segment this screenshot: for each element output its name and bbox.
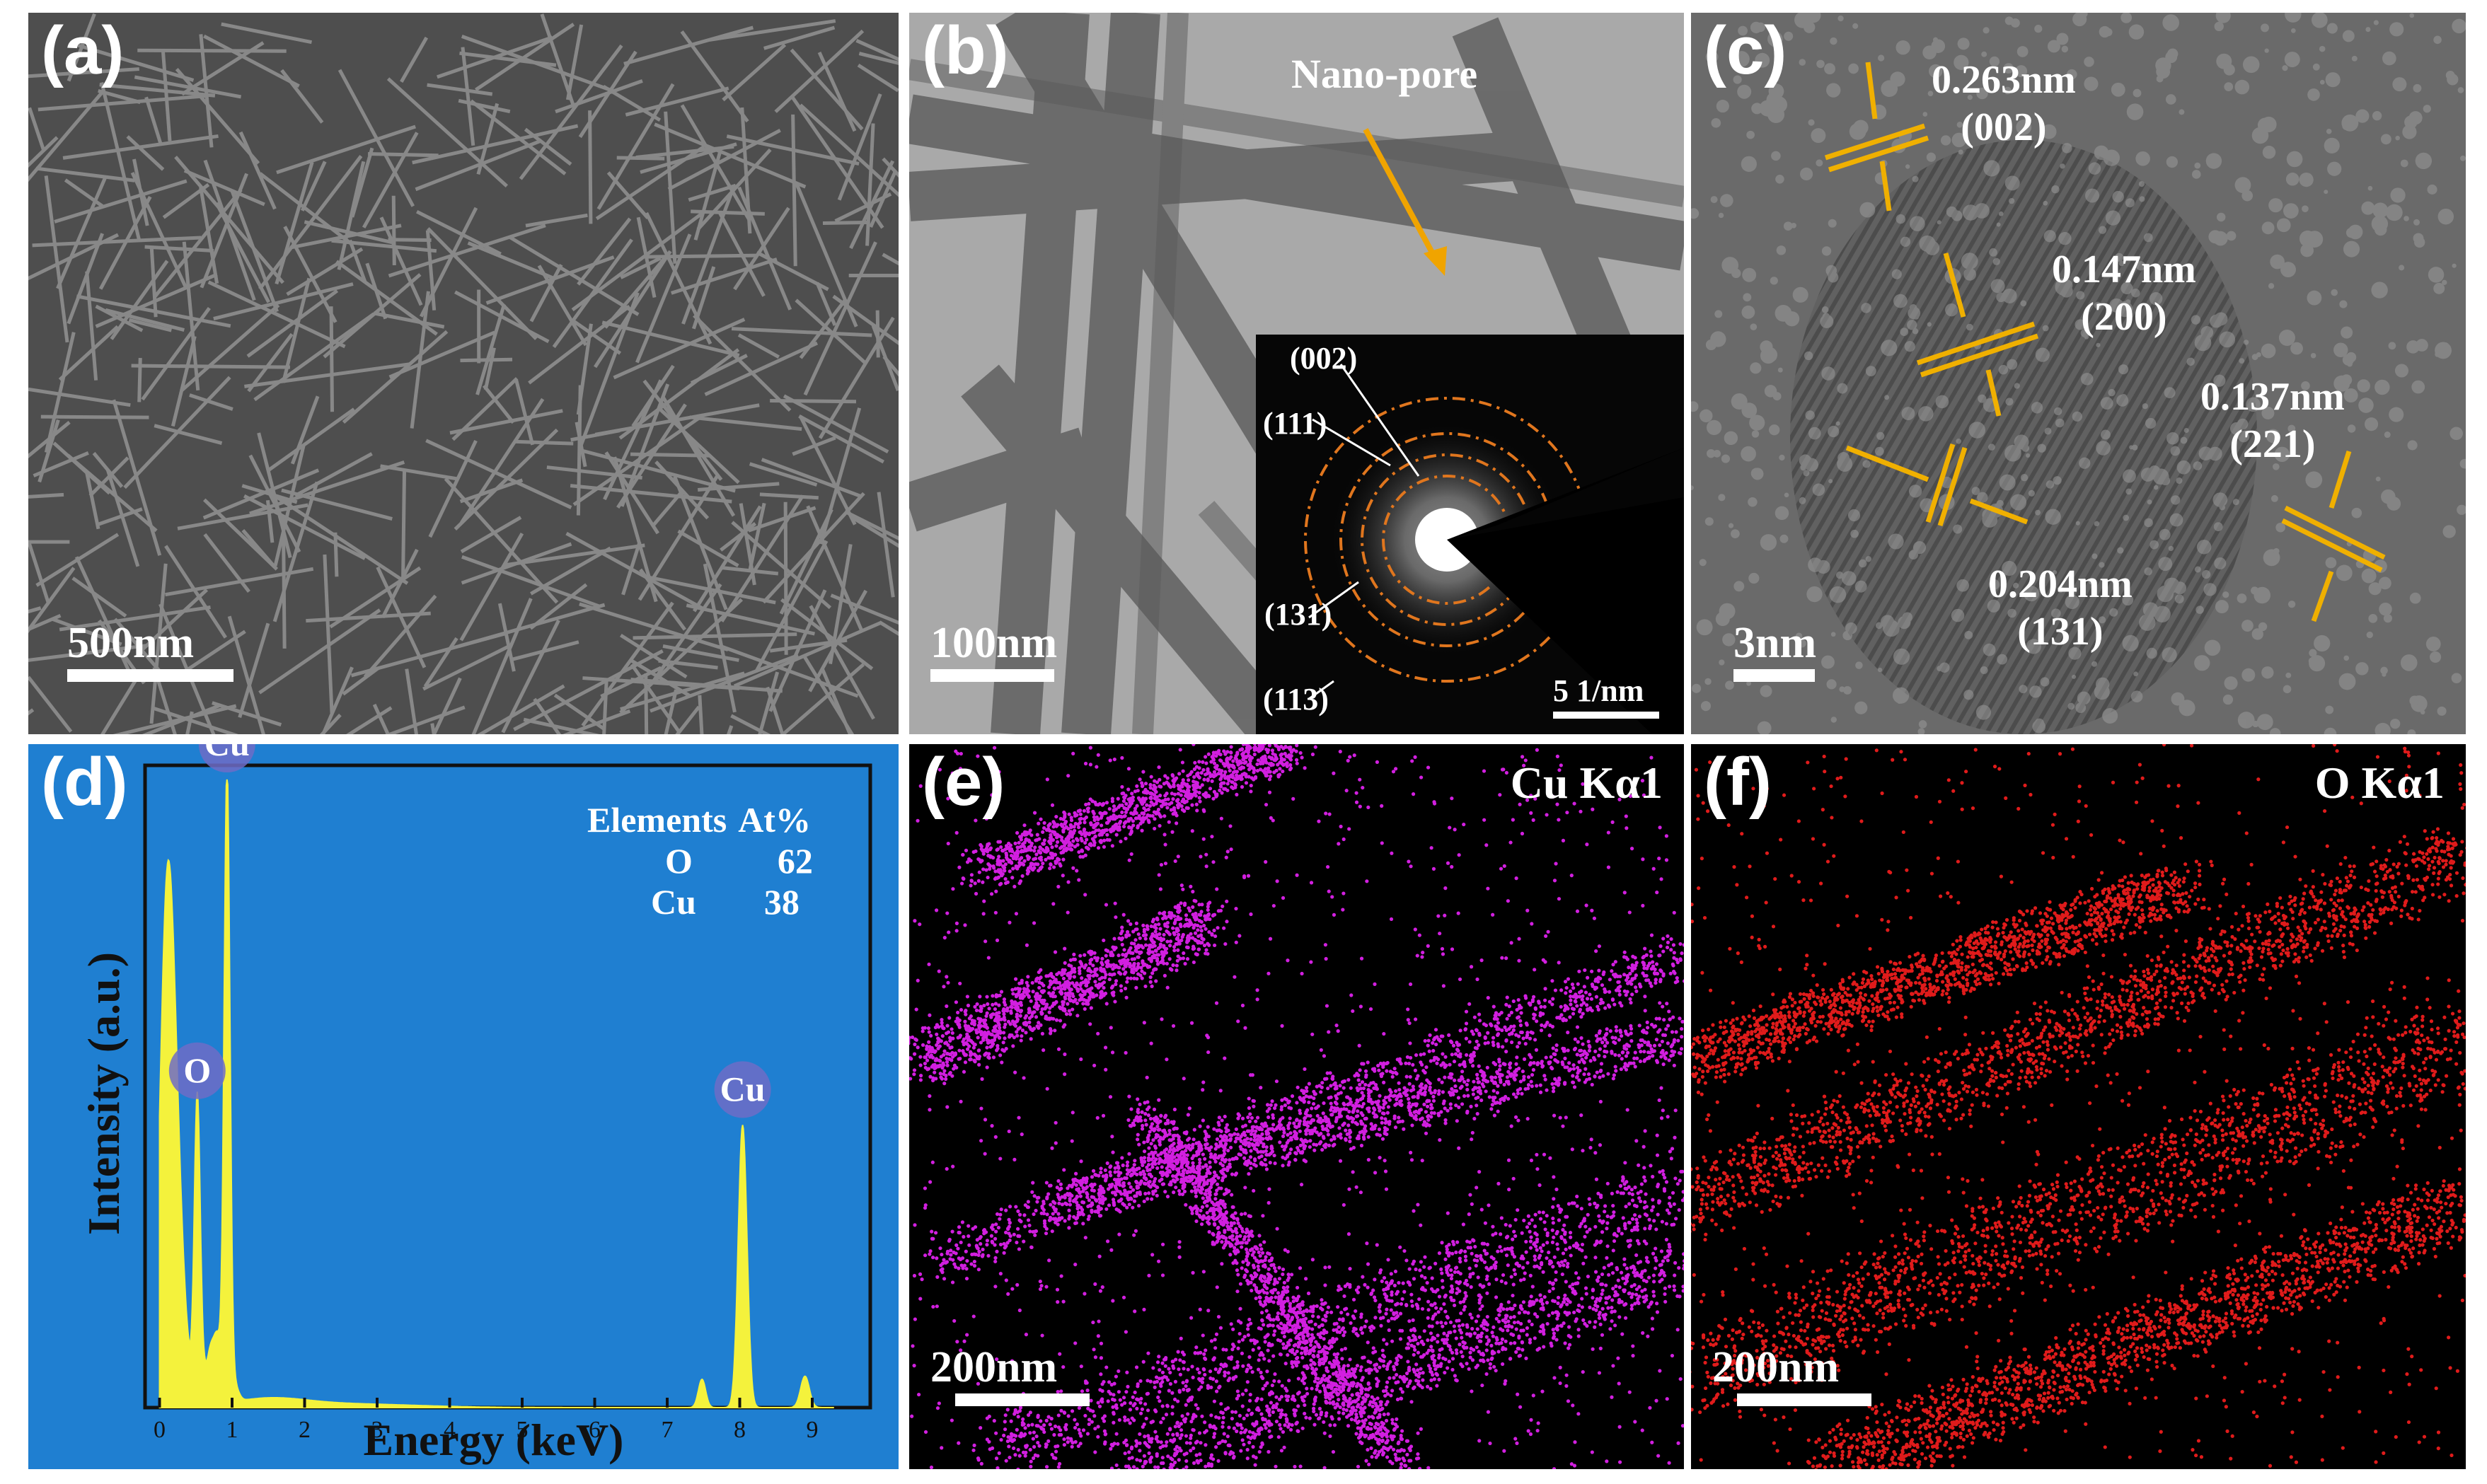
scale-bar-c-line [1733, 669, 1815, 682]
x-tick-label: 4 [444, 1417, 456, 1443]
panel-c-hrtem: (c) 0.263nm (002) 0.147nm (200) 0.137nm … [1691, 13, 2466, 734]
table-header-elements: Elements [587, 800, 727, 840]
table-header-at: At% [738, 800, 811, 840]
x-tick-label: 9 [807, 1417, 819, 1443]
scale-bar-f: 200nm [1712, 1345, 1871, 1406]
fringe-2-hkl: (200) [2081, 295, 2167, 340]
table-row-o-value: 62 [777, 841, 813, 881]
peak-marker [714, 1061, 771, 1118]
peak-label: O [183, 1050, 211, 1090]
inset-scale-text: 5 1/nm [1553, 673, 1644, 708]
o-element-map [1691, 744, 2466, 1469]
spectrum-series [158, 779, 834, 1408]
x-tick-label: 2 [299, 1417, 311, 1443]
x-axis-label: Energy (keV) [364, 1415, 624, 1465]
panel-b-tem: (b) Nano-pore 100nm (002) (111) (131) [909, 13, 1684, 734]
scale-bar-a-text: 500nm [67, 619, 195, 667]
nano-pore-arrow [1363, 128, 1447, 276]
x-tick-label: 7 [662, 1417, 674, 1443]
scale-bar-f-text: 200nm [1712, 1343, 1840, 1391]
peak-label: Cu [204, 744, 250, 763]
fringe-3-spacing: 0.137nm [2200, 375, 2345, 419]
scale-bar-f-line [1737, 1393, 1871, 1406]
fringe-4-hkl: (131) [2017, 610, 2104, 654]
table-row-cu-element: Cu [651, 882, 696, 922]
saed-inset: (002) (111) (131) (113) 5 1/nm [1256, 335, 1684, 734]
fringe-markers [1824, 62, 2386, 622]
x-tick-label: 0 [154, 1417, 166, 1443]
inset-scale-line [1553, 712, 1659, 719]
x-tick-label: 8 [734, 1417, 746, 1443]
scale-bar-b-text: 100nm [930, 619, 1058, 667]
panel-a-sem: (a) 500nm [28, 13, 899, 734]
panel-a-label: (a) [41, 13, 125, 88]
nano-pore-label: Nano-pore [1291, 51, 1478, 97]
table-row-o-element: O [665, 841, 693, 881]
panel-e-label: (e) [922, 744, 1005, 820]
fringe-4-spacing: 0.204nm [1988, 562, 2133, 606]
peak-marker [198, 744, 255, 772]
panel-d-eds: (d) 0 1 2 3 4 5 6 7 8 9 Energy (keV) Intensity (a.u… [28, 744, 899, 1469]
x-tick-label: 6 [589, 1417, 601, 1443]
ring-label-002: (002) [1290, 341, 1358, 376]
fringe-3-hkl: (221) [2229, 422, 2316, 467]
o-map-title: O Kα1 [2314, 758, 2445, 808]
panel-b-label: (b) [922, 13, 1009, 88]
scale-bar-e-line [955, 1393, 1090, 1406]
scale-bar-b-line [930, 669, 1054, 682]
scale-bar-c-text: 3nm [1733, 619, 1817, 667]
fringe-4: 0.204nm (131) [1988, 561, 2133, 656]
sem-nanowire-image [28, 13, 899, 734]
panel-c-label: (c) [1704, 13, 1787, 88]
table-row-cu-value: 38 [763, 882, 800, 922]
composition-table: Elements At% O 62 Cu 38 [587, 799, 813, 922]
hrtem-lattice-image [1691, 13, 2466, 734]
inset-scale-bar: 5 1/nm [1553, 673, 1659, 719]
peak-marker [168, 1042, 226, 1099]
fringe-1: 0.263nm (002) [1932, 57, 2076, 151]
saed-pattern [1304, 364, 1684, 734]
x-tick-label: 1 [226, 1417, 238, 1443]
scale-bar-a-line [67, 669, 233, 682]
cu-map-title: Cu Kα1 [1510, 758, 1663, 808]
fringe-1-hkl: (002) [1961, 105, 2047, 150]
scale-bar-e: 200nm [930, 1345, 1090, 1406]
y-axis-label: Intensity (a.u.) [79, 952, 129, 1235]
panel-e-cu-map: (e) Cu Kα1 200nm [909, 744, 1684, 1469]
ring-label-111: (111) [1263, 406, 1327, 441]
scale-bar-e-text: 200nm [930, 1343, 1058, 1391]
fringe-1-spacing: 0.263nm [1932, 58, 2076, 102]
ring-label-113: (113) [1263, 682, 1329, 717]
fringe-3: 0.137nm (221) [2200, 373, 2345, 468]
scale-bar-c: 3nm [1733, 621, 1816, 682]
fringe-2: 0.147nm (200) [2052, 246, 2196, 341]
panel-f-label: (f) [1704, 744, 1772, 820]
ring-label-131: (131) [1264, 597, 1332, 632]
x-tick-label: 5 [517, 1417, 529, 1443]
peak-label: Cu [720, 1069, 766, 1108]
cu-element-map [909, 744, 1684, 1469]
panel-f-o-map: (f) O Kα1 200nm [1691, 744, 2466, 1469]
fringe-2-spacing: 0.147nm [2052, 248, 2196, 291]
scale-bar-a: 500nm [67, 621, 233, 682]
scale-bar-b: 100nm [930, 621, 1057, 682]
panel-d-label: (d) [41, 744, 128, 820]
x-tick-label: 3 [371, 1417, 383, 1443]
